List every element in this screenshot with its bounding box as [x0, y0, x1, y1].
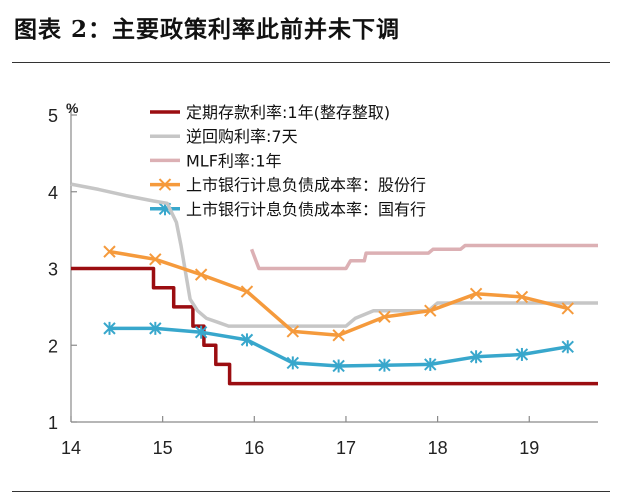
data-point-marker [149, 321, 162, 335]
y-tick-label: 1 [48, 413, 58, 433]
legend-item-3: MLF利率:1年 [150, 151, 282, 170]
data-point-marker [103, 245, 116, 258]
x-tick-label: 18 [428, 438, 448, 458]
data-point-marker [332, 359, 345, 373]
data-point-marker [561, 302, 574, 315]
chart-plot-area [70, 182, 598, 386]
data-point-marker [515, 347, 529, 361]
legend-label: 定期存款利率:1年(整存整取) [186, 103, 390, 122]
x-tick-label: 17 [336, 438, 356, 458]
legend-item-1: 定期存款利率:1年(整存整取) [150, 103, 390, 122]
data-point-marker [561, 340, 574, 354]
x-tick-label: 15 [153, 438, 173, 458]
chart-axes: 1 2 3 4 5 % 14 15 16 17 18 19 [48, 100, 598, 458]
series-line [70, 182, 598, 328]
title-divider [12, 62, 610, 63]
bottom-divider [12, 491, 610, 492]
series-4 [103, 245, 574, 342]
chart-legend: 定期存款利率:1年(整存整取) 逆回购利率:7天 MLF利率:1年上市银行计息负债成… [150, 103, 426, 219]
data-point-marker [332, 329, 345, 342]
data-point-marker [240, 285, 254, 298]
data-point-marker [424, 357, 437, 371]
series-1 [71, 266, 598, 386]
data-point-marker [286, 325, 300, 338]
data-point-marker [286, 356, 300, 370]
legend-label: 逆回购利率:7天 [186, 127, 298, 146]
data-point-marker [469, 287, 483, 301]
legend-label: 上市银行计息负债成本率：股份行 [186, 176, 426, 195]
data-point-marker [378, 358, 391, 372]
data-point-marker [194, 268, 208, 281]
y-tick-label: 4 [48, 183, 58, 203]
series-3 [249, 243, 598, 271]
data-point-marker [469, 350, 483, 364]
x-tick-label: 14 [61, 438, 81, 458]
series-line [249, 243, 598, 271]
legend-label: 上市银行计息负债成本率：国有行 [186, 200, 426, 219]
legend-item-4: 上市银行计息负债成本率：股份行 [150, 176, 426, 195]
data-point-marker [378, 310, 391, 324]
series-line [71, 266, 598, 386]
legend-item-2: 逆回购利率:7天 [150, 127, 298, 146]
data-point-marker [194, 325, 208, 339]
legend-label: MLF利率:1年 [186, 151, 282, 170]
y-axis-unit-label: % [66, 100, 79, 116]
data-point-marker [424, 304, 437, 317]
y-tick-label: 2 [48, 336, 58, 356]
series-2 [70, 182, 598, 328]
x-tick-label: 19 [519, 438, 539, 458]
data-point-marker [240, 333, 254, 347]
data-point-marker [103, 321, 116, 335]
series-line [109, 249, 569, 338]
data-point-marker [149, 253, 162, 266]
y-tick-label: 3 [48, 260, 58, 280]
data-point-marker [158, 178, 172, 191]
data-point-marker [515, 290, 529, 304]
legend-item-5: 上市银行计息负债成本率：国有行 [150, 200, 426, 219]
series-5 [103, 321, 574, 373]
y-tick-label: 5 [48, 106, 58, 126]
x-tick-label: 16 [244, 438, 264, 458]
chart-title: 图表 2：主要政策利率此前并未下调 [14, 16, 401, 43]
